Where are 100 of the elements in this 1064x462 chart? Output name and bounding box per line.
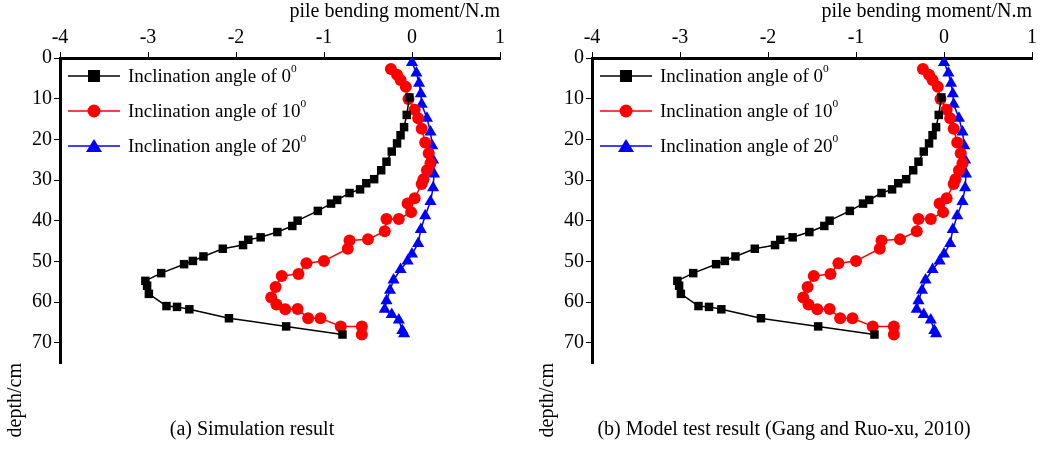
point <box>933 253 946 265</box>
point <box>314 312 327 325</box>
point <box>392 213 405 226</box>
point <box>820 221 829 231</box>
point <box>292 267 305 280</box>
point <box>415 178 428 191</box>
point <box>951 136 964 149</box>
y-tick-label: 0 <box>574 45 584 68</box>
y-tick-label: 40 <box>564 207 584 230</box>
point <box>288 221 297 231</box>
point <box>302 312 315 325</box>
point <box>273 227 282 237</box>
point <box>946 222 959 234</box>
y-tick-label: 30 <box>564 167 584 190</box>
point <box>341 242 354 255</box>
y-tick-label: 50 <box>32 248 52 271</box>
point <box>802 298 815 311</box>
point <box>355 185 365 194</box>
point <box>419 208 432 220</box>
point <box>405 206 418 219</box>
point <box>946 86 959 98</box>
x-tick-label: -1 <box>315 25 333 48</box>
y-tick-label: 10 <box>564 85 584 108</box>
point <box>930 326 943 338</box>
point <box>924 139 934 148</box>
point <box>380 213 393 226</box>
point <box>914 157 923 166</box>
x-tick-label: -4 <box>583 25 601 48</box>
y-tick-label: 40 <box>32 207 52 230</box>
point <box>919 147 928 156</box>
point <box>142 281 152 290</box>
point <box>954 147 967 160</box>
y-tick-label: 30 <box>32 167 52 190</box>
y-tick-label: 50 <box>564 248 584 271</box>
y-tick-label: 0 <box>42 45 52 68</box>
point <box>398 326 411 338</box>
y-tick-label: 70 <box>564 329 584 352</box>
point <box>326 199 336 208</box>
point <box>834 312 847 325</box>
x-tick-label: -3 <box>671 25 689 48</box>
point <box>926 262 939 273</box>
point <box>396 131 405 140</box>
point <box>934 110 943 120</box>
point <box>401 253 414 265</box>
point <box>402 110 411 120</box>
point <box>823 302 836 315</box>
point <box>917 307 930 319</box>
point <box>924 312 937 324</box>
point <box>412 112 425 125</box>
y-tick-label: 20 <box>32 126 52 149</box>
point <box>951 208 964 220</box>
point <box>405 247 419 258</box>
point <box>912 293 925 305</box>
point <box>415 122 428 135</box>
point <box>394 262 407 273</box>
point <box>345 188 354 198</box>
point <box>813 322 823 331</box>
point <box>392 139 402 148</box>
point <box>959 180 972 192</box>
point <box>378 225 391 238</box>
point <box>318 254 330 267</box>
point <box>850 254 862 267</box>
point <box>846 312 859 325</box>
y-tick-label: 20 <box>564 126 584 149</box>
point <box>218 244 228 253</box>
point <box>805 227 814 237</box>
point <box>944 112 957 125</box>
point <box>873 242 886 255</box>
point <box>362 233 374 246</box>
point <box>756 314 766 323</box>
text: (b) Model test result (Gang and Ruo-xu, 2010) <box>597 417 971 441</box>
point <box>750 244 760 253</box>
point <box>405 93 414 102</box>
x-tick-label: -2 <box>227 25 245 48</box>
point <box>788 233 797 242</box>
point <box>270 298 283 311</box>
x-tick-label: -3 <box>139 25 157 48</box>
point <box>870 330 879 339</box>
point <box>385 307 398 319</box>
y-tick-label: 60 <box>564 289 584 312</box>
point <box>419 136 432 149</box>
point <box>887 185 897 194</box>
y-axis-title: depth/cm <box>535 362 559 438</box>
point <box>924 213 937 226</box>
point <box>412 236 425 247</box>
x-tick-label: 1 <box>495 25 505 48</box>
x-tick-label: -2 <box>759 25 777 48</box>
x-axis-title: pile bending moment/N.m <box>821 0 1033 23</box>
point <box>944 76 958 87</box>
y-axis-title: depth/cm <box>3 362 27 438</box>
point <box>919 273 932 284</box>
point <box>387 147 396 156</box>
point <box>414 86 427 98</box>
point <box>912 213 925 226</box>
point <box>894 233 906 246</box>
y-tick-label: 10 <box>32 85 52 108</box>
point <box>279 303 292 316</box>
point <box>269 280 282 293</box>
point <box>380 293 393 305</box>
x-tick-label: 0 <box>407 25 417 48</box>
